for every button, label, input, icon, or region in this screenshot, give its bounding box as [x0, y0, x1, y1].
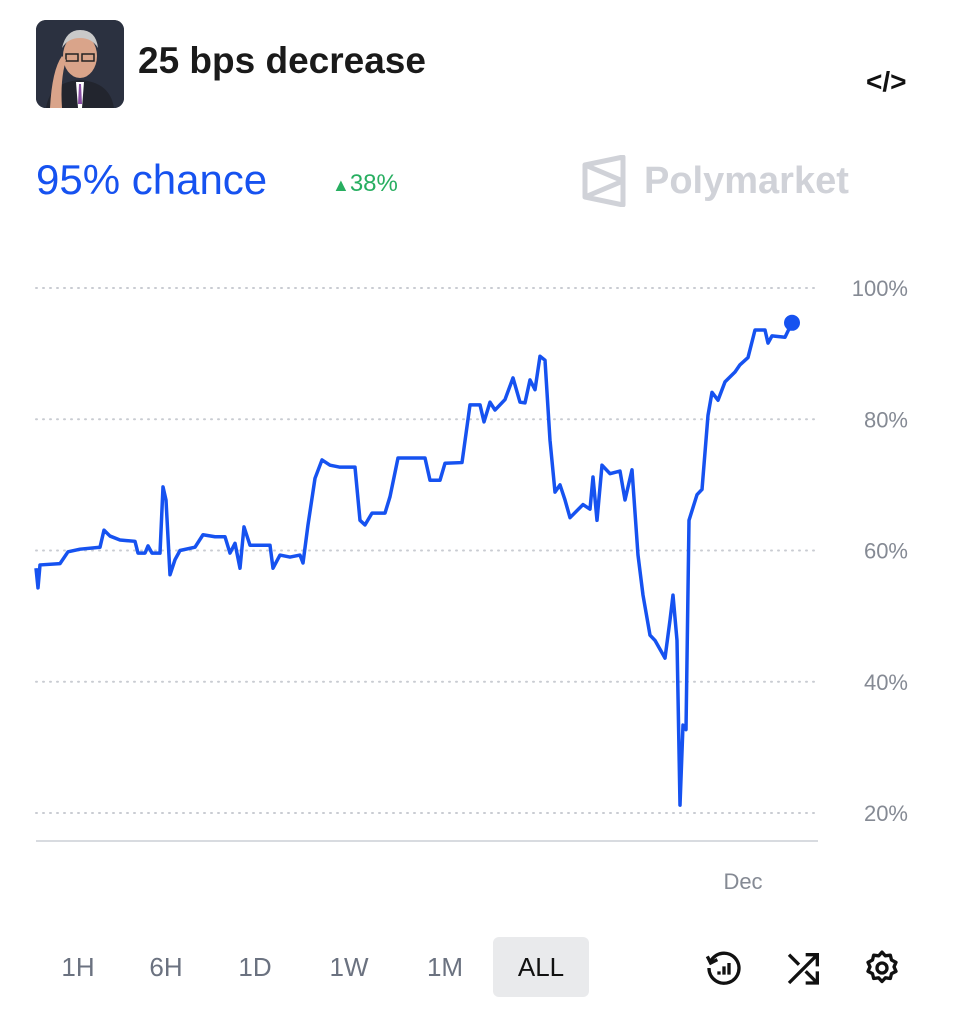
triangle-up-icon: ▲ [332, 175, 350, 195]
market-title: 25 bps decrease [138, 40, 426, 81]
timeframe-1w[interactable]: 1W [329, 952, 369, 982]
market-avatar [36, 20, 124, 108]
change-badge: ▲38% [332, 170, 398, 198]
timeframe-1d[interactable]: 1D [238, 952, 272, 982]
timeframe-1m[interactable]: 1M [426, 952, 464, 982]
y-tick-label: 60% [864, 539, 908, 564]
timeframe-all[interactable]: ALL [493, 937, 589, 997]
settings-gear-icon[interactable] [862, 948, 902, 988]
polymarket-logo: Polymarket [582, 155, 849, 207]
brand-name: Polymarket [644, 159, 849, 202]
shuffle-icon[interactable] [784, 948, 824, 988]
y-tick-label: 40% [864, 670, 908, 695]
code-icon[interactable]: </> [866, 66, 907, 97]
current-value-dot [784, 314, 800, 331]
history-chart-icon[interactable] [704, 948, 744, 988]
y-tick-label: 80% [864, 407, 908, 432]
price-chart: 20% 40% 60% 80% 100% Dec [34, 276, 908, 894]
y-tick-label: 100% [852, 276, 908, 301]
timeframe-6h[interactable]: 6H [149, 952, 183, 982]
series-line [34, 322, 794, 807]
change-value: 38% [349, 170, 398, 197]
polymarket-logo-icon [582, 155, 626, 207]
chance-value: 95% chance [36, 156, 268, 203]
x-tick-label: Dec [723, 869, 762, 894]
timeframe-1h[interactable]: 1H [61, 952, 95, 982]
y-tick-label: 20% [864, 801, 908, 826]
